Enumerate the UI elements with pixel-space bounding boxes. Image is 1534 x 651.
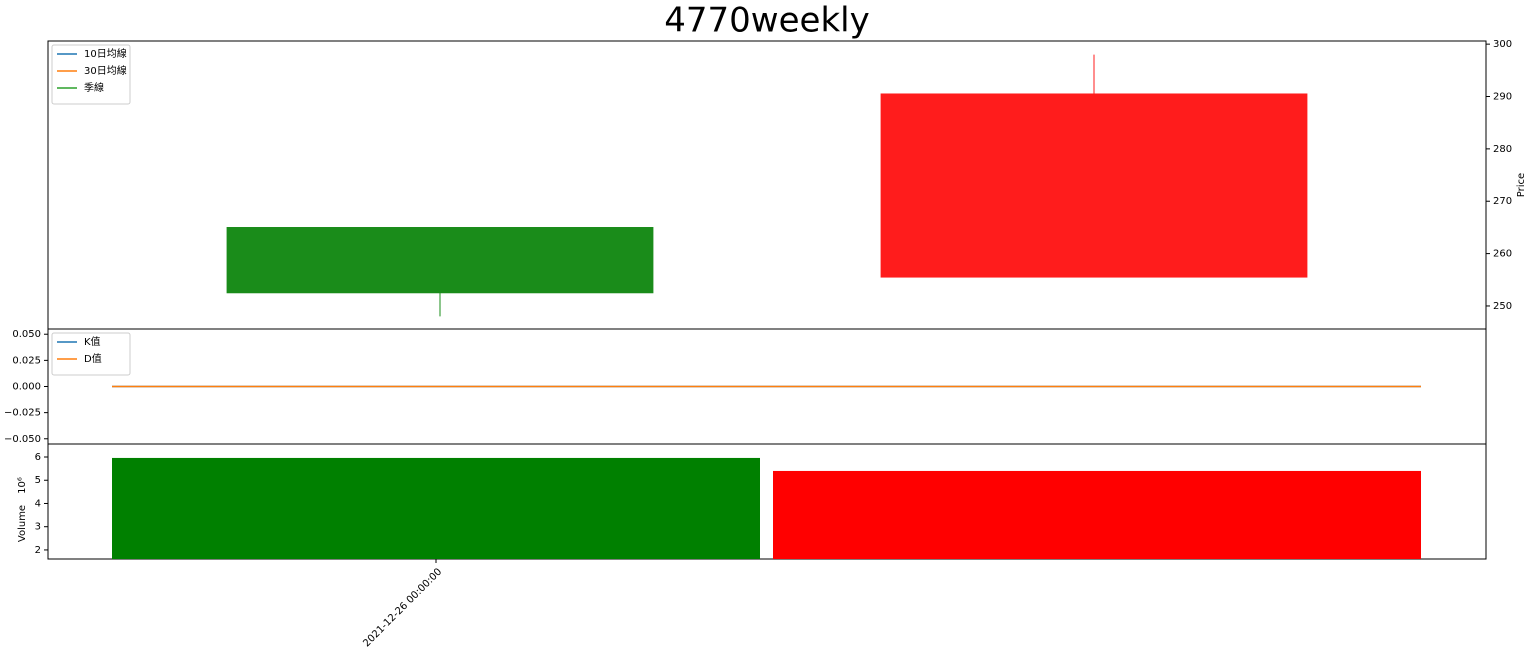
y-axis-label: Price [1516, 173, 1527, 197]
candle-body [226, 227, 654, 294]
y-tick-label: −0.050 [4, 434, 41, 445]
y-tick-label: 290 [1493, 92, 1512, 103]
x-tick-label: 2021-12-26 00:00:00 [361, 566, 444, 649]
legend-box [51, 44, 131, 105]
y-tick-label: −0.025 [4, 408, 41, 419]
y-tick-label: 0.050 [12, 329, 41, 340]
offset-label: 10⁶ [17, 477, 28, 494]
y-tick-label: 300 [1493, 39, 1512, 50]
y-tick-label: 0.025 [12, 355, 41, 366]
volume-bar [112, 457, 760, 559]
axes-frame [47, 443, 1487, 560]
y-tick-label: 6 [35, 452, 41, 463]
legend: K值 D值 [51, 332, 131, 376]
candle-body [880, 93, 1308, 278]
y-tick-label: 280 [1493, 144, 1512, 155]
legend-label: K值 [84, 335, 101, 348]
y-tick-label: 4 [35, 498, 41, 509]
volume-bar [773, 470, 1421, 559]
y-tick-label: 0.000 [12, 382, 41, 393]
y-tick-label: 260 [1493, 249, 1512, 260]
legend-label: 30日均線 [84, 64, 127, 77]
y-tick-label: 270 [1493, 196, 1512, 207]
y-tick-label: 2 [35, 545, 41, 556]
y-tick-label: 3 [35, 522, 41, 533]
legend-label: 季線 [84, 81, 104, 94]
y-tick-label: 250 [1493, 301, 1512, 312]
legend-label: D值 [84, 352, 102, 365]
chart-title: 4770weekly [664, 1, 869, 41]
legend-label: 10日均線 [84, 47, 127, 60]
y-axis-label: Volume [17, 505, 28, 542]
legend-box [51, 332, 131, 376]
y-tick-label: 5 [35, 475, 41, 486]
